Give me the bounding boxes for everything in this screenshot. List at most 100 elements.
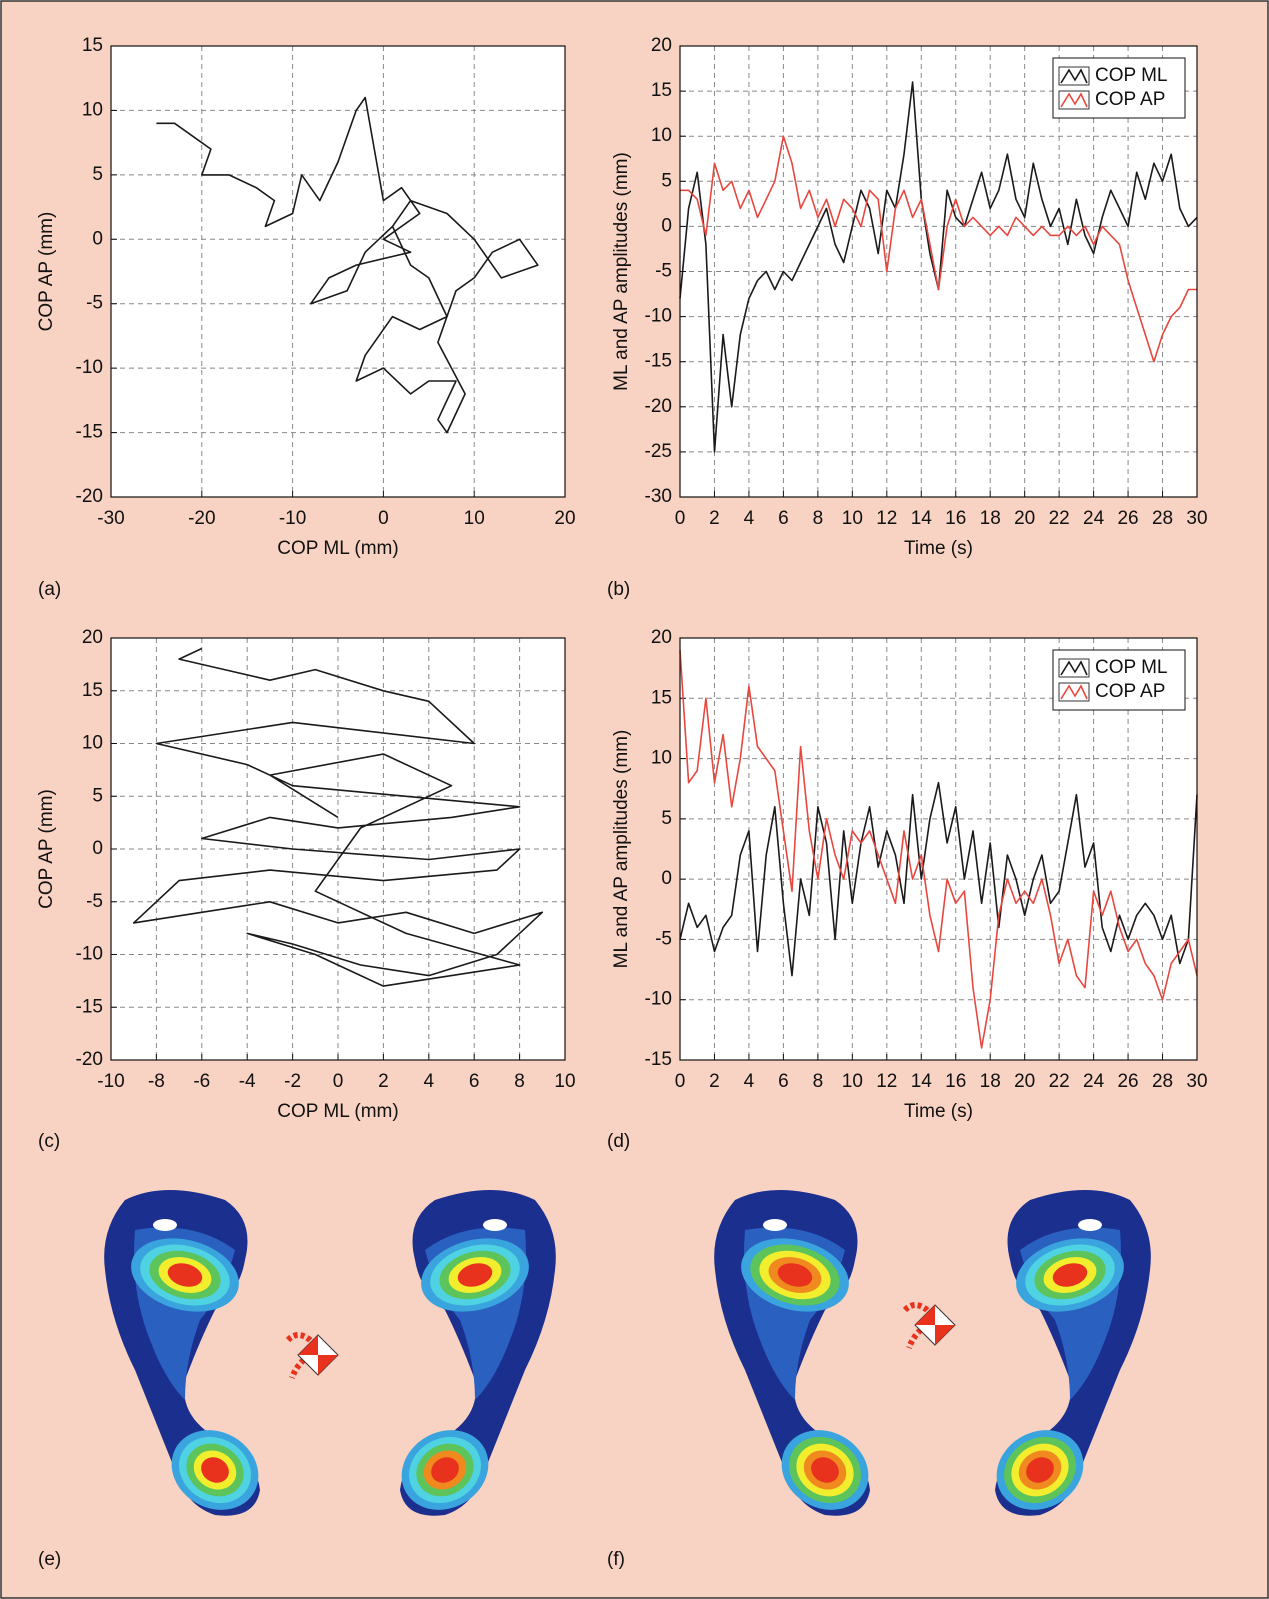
cop-trace (285, 1332, 317, 1380)
y-tick-label: -10 (645, 306, 672, 327)
y-tick-label: 15 (82, 35, 103, 56)
x-tick-label: 24 (1083, 1071, 1105, 1092)
y-tick-label: 15 (82, 680, 103, 701)
y-tick-label: 0 (661, 215, 672, 236)
x-tick-label: 30 (1186, 1071, 1207, 1092)
x-tick-label: 2 (709, 508, 720, 529)
x-tick-label: -6 (193, 1071, 210, 1092)
y-tick-label: 5 (661, 170, 672, 191)
x-tick-label: 28 (1152, 1071, 1173, 1092)
x-tick-label: 20 (1014, 508, 1035, 529)
x-tick-label: -30 (97, 508, 124, 529)
plot-frame (679, 637, 1198, 1061)
y-tick-label: -30 (645, 486, 672, 507)
y-tick-label: 10 (82, 733, 103, 754)
plot-frame (679, 45, 1198, 498)
panel-label: (e) (38, 1549, 61, 1570)
x-axis-label: Time (s) (904, 1101, 973, 1122)
panel-label: (f) (607, 1549, 625, 1570)
foot-map (714, 1190, 870, 1516)
y-tick-label: 5 (661, 808, 672, 829)
y-axis-label: ML and AP amplitudes (mm) (611, 730, 632, 969)
y-tick-label: 10 (651, 748, 672, 769)
x-axis-label: Time (s) (904, 538, 973, 559)
x-tick-label: -10 (279, 508, 306, 529)
x-tick-label: 22 (1049, 1071, 1070, 1092)
x-tick-label: 10 (842, 1071, 863, 1092)
plot-frame (110, 45, 566, 498)
x-tick-label: 2 (378, 1071, 389, 1092)
y-tick-label: -5 (86, 293, 103, 314)
x-tick-label: 8 (813, 1071, 824, 1092)
y-tick-label: -10 (76, 357, 103, 378)
x-tick-label: 10 (842, 508, 863, 529)
y-axis-label: ML and AP amplitudes (mm) (611, 152, 632, 391)
legend-swatch-frame (1058, 66, 1090, 86)
y-tick-label: 15 (651, 80, 672, 101)
foot-map (400, 1190, 556, 1516)
x-tick-label: 26 (1117, 1071, 1138, 1092)
data-line (679, 781, 1198, 977)
y-tick-label: 20 (651, 627, 672, 648)
legend-label: COP AP (1095, 89, 1165, 110)
pressure-zone (1026, 1457, 1054, 1483)
x-tick-label: 8 (813, 508, 824, 529)
data-line (132, 647, 544, 987)
x-tick-label: -4 (239, 1071, 256, 1092)
y-tick-label: 5 (92, 164, 103, 185)
pressure-zone (431, 1457, 459, 1483)
legend-swatch (1060, 68, 1088, 84)
data-line (156, 96, 539, 434)
x-tick-label: 4 (744, 508, 755, 529)
foot-map (104, 1190, 261, 1516)
x-tick-label: 28 (1152, 508, 1173, 529)
pressure-zone (1052, 1263, 1088, 1287)
legend-swatch-frame (1058, 658, 1090, 678)
legend-swatch-frame (1058, 682, 1090, 702)
y-tick-label: -10 (645, 989, 672, 1010)
x-tick-label: 24 (1083, 508, 1105, 529)
x-tick-label: 14 (911, 1071, 933, 1092)
data-line (679, 650, 1198, 1049)
toe-mark (153, 1219, 177, 1231)
y-tick-label: -5 (655, 928, 672, 949)
toe-mark (1078, 1219, 1102, 1231)
x-tick-label: -20 (188, 508, 215, 529)
pressure-zone (777, 1263, 813, 1287)
x-tick-label: 8 (514, 1071, 525, 1092)
x-tick-label: 26 (1117, 508, 1138, 529)
y-tick-label: -20 (76, 486, 103, 507)
legend-swatch (1060, 684, 1088, 700)
plot-area (111, 46, 565, 497)
panel-label: (a) (38, 579, 61, 600)
x-tick-label: 20 (1014, 1071, 1035, 1092)
legend-swatch (1060, 660, 1088, 676)
cop-marker-fill (935, 1325, 955, 1345)
plot-frame (110, 637, 566, 1061)
y-tick-label: 0 (92, 228, 103, 249)
y-tick-label: 10 (82, 99, 103, 120)
legend-swatch-frame (1058, 90, 1090, 110)
x-tick-label: 6 (778, 1071, 789, 1092)
x-tick-label: 0 (675, 508, 686, 529)
y-tick-label: -10 (76, 944, 103, 965)
y-tick-label: 0 (92, 838, 103, 859)
x-tick-label: 16 (945, 508, 966, 529)
legend-label: COP ML (1095, 65, 1168, 86)
x-tick-label: 0 (675, 1071, 686, 1092)
x-tick-label: 4 (744, 1071, 755, 1092)
legend-box (1052, 649, 1186, 711)
pressure-zone (167, 1263, 203, 1287)
y-tick-label: -15 (645, 1049, 672, 1070)
x-tick-label: 0 (378, 508, 389, 529)
x-tick-label: 6 (469, 1071, 480, 1092)
x-tick-label: 0 (333, 1071, 344, 1092)
y-tick-label: -25 (645, 441, 672, 462)
cop-trace (902, 1302, 934, 1350)
x-tick-label: 30 (1186, 508, 1207, 529)
y-tick-label: 15 (651, 687, 672, 708)
x-tick-label: 22 (1049, 508, 1070, 529)
x-tick-label: 10 (464, 508, 485, 529)
y-tick-label: 20 (651, 35, 672, 56)
